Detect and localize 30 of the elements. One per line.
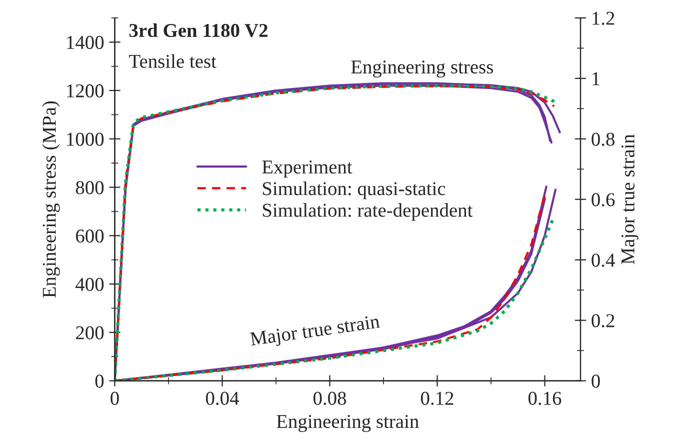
x-tick-label: 0: [110, 392, 119, 405]
x-tick-label: 0.04: [206, 392, 239, 405]
y-tick-label: 800: [76, 181, 104, 194]
y2-tick-label: 0.8: [592, 132, 614, 146]
y-tick-label: 200: [76, 326, 104, 340]
text: Tensile test: [129, 54, 216, 68]
y2-tick-label: 1: [592, 72, 600, 86]
y2-axis-title: Major true strain: [621, 134, 638, 264]
y-tick-label: 0: [95, 374, 104, 388]
y-tick-label: 1400: [67, 36, 104, 50]
legend-label: Simulation: rate-dependent: [262, 203, 473, 221]
y-tick-label: 1000: [67, 132, 104, 146]
y2-tick-label: 0.4: [592, 254, 615, 267]
legend-label: Experiment: [262, 160, 352, 178]
y2-tick-label: 0: [592, 374, 600, 388]
x-tick-label: 0.12: [420, 392, 454, 405]
y-tick-label: 600: [76, 229, 104, 243]
x-tick-label: 0.08: [313, 392, 346, 405]
y2-tick-label: 0.2: [592, 314, 614, 328]
x-axis-title: Engineering strain: [276, 414, 419, 432]
y2-tick-label: 1.2: [592, 12, 614, 25]
y-tick-label: 400: [76, 278, 104, 291]
x-tick-label: 0.16: [528, 392, 562, 405]
y-tick-label: 1200: [67, 84, 104, 98]
y2-tick-label: 0.6: [592, 193, 615, 206]
annotation: Major true strain: [250, 314, 381, 350]
legend-label: Simulation: quasi-static: [262, 182, 446, 200]
annotation: Engineering stress: [351, 60, 493, 78]
chart-title: 3rd Gen 1180 V2: [129, 23, 268, 38]
y-axis-title: Engineering stress (MPa): [42, 101, 60, 298]
